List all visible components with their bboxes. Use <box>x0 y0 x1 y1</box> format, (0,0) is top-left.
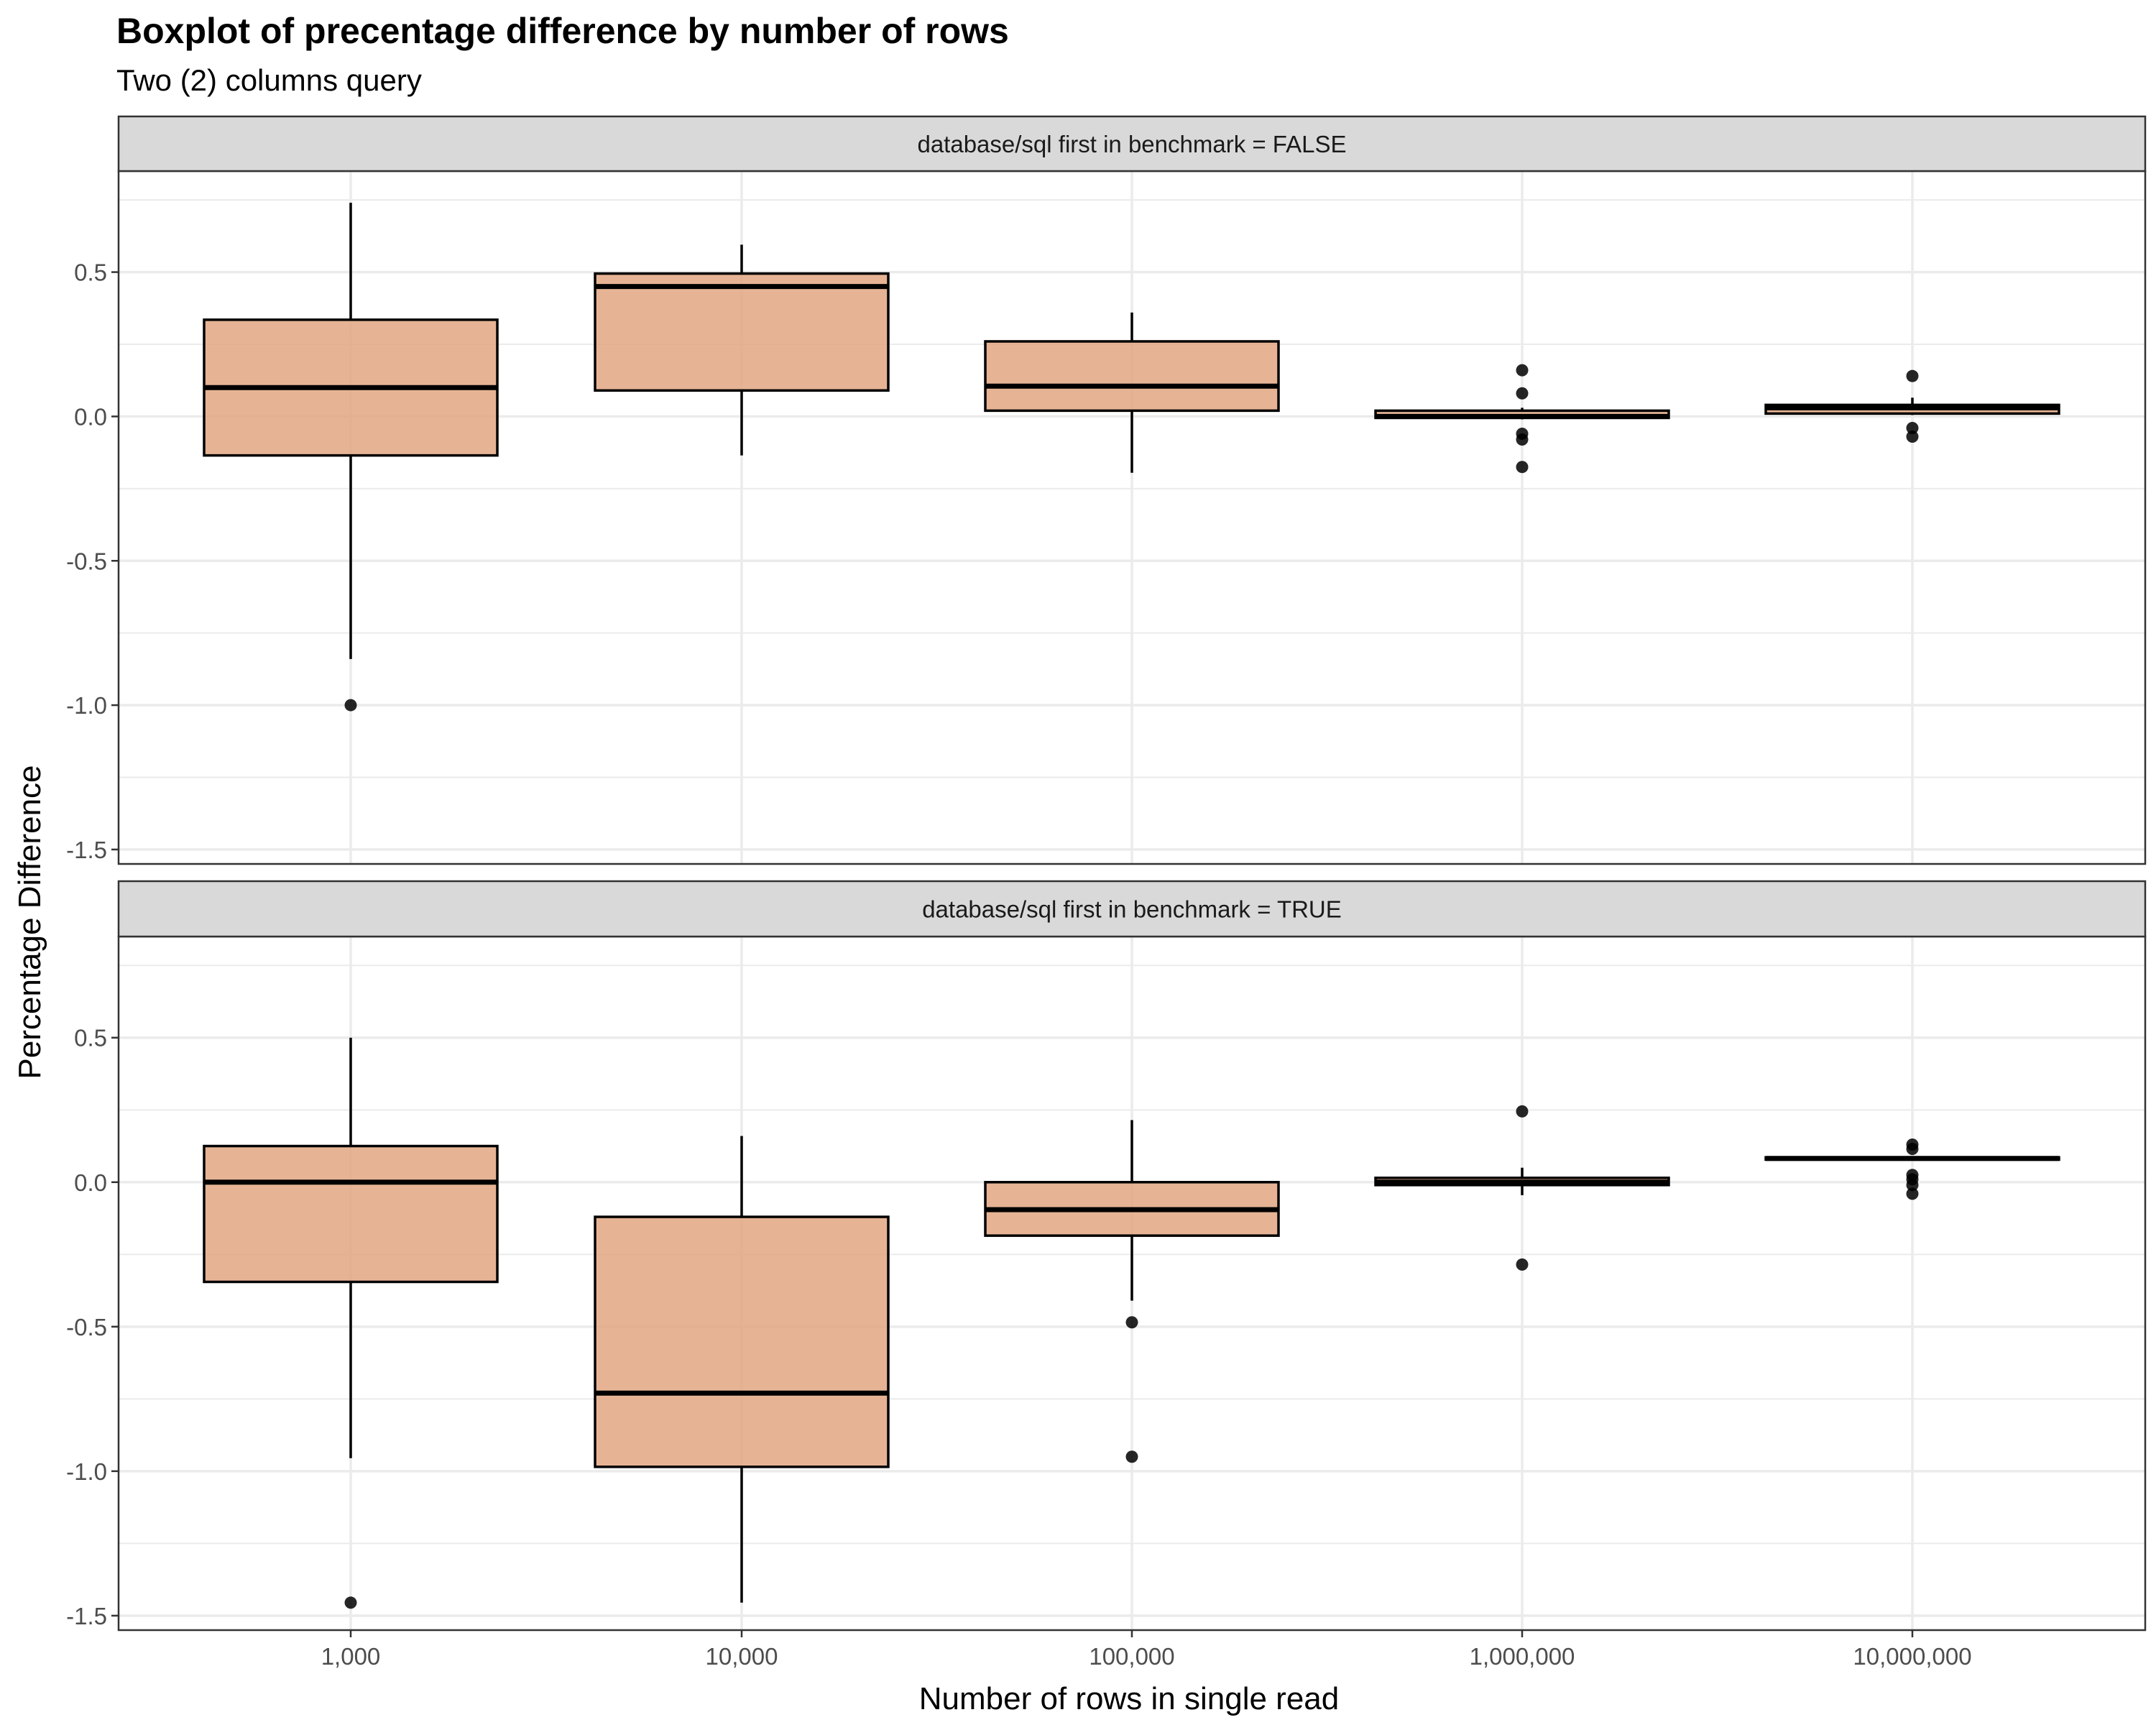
outlier-point <box>1516 1105 1529 1118</box>
facet-strip-label: database/sql first in benchmark = TRUE <box>922 896 1342 923</box>
outlier-point <box>1516 461 1529 474</box>
x-tick-label: 10,000,000 <box>1853 1643 1971 1670</box>
y-tick-label: -1.5 <box>66 837 107 863</box>
outlier-point <box>1516 433 1529 446</box>
outlier-point <box>1516 1258 1529 1271</box>
box-iqr <box>203 1144 499 1284</box>
y-tick-label: -0.5 <box>66 548 107 574</box>
outlier-point <box>1516 387 1529 400</box>
x-tick-label: 10,000 <box>706 1643 778 1670</box>
outlier-point <box>1906 1143 1919 1156</box>
x-tick-label: 100,000 <box>1089 1643 1174 1670</box>
y-tick-label: 0.5 <box>74 259 107 286</box>
chart-title: Boxplot of precentage difference by numb… <box>116 11 1009 51</box>
outlier-point <box>1125 1450 1138 1463</box>
outlier-point <box>1906 1179 1919 1192</box>
outlier-point <box>1906 421 1919 434</box>
y-tick-label: -1.0 <box>66 1458 107 1485</box>
x-axis-title: Number of rows in single read <box>919 1681 1339 1716</box>
outlier-point <box>1906 431 1919 443</box>
outlier-point <box>1516 364 1529 377</box>
box-iqr <box>984 340 1280 413</box>
outlier-point <box>1906 369 1919 382</box>
facet-strip-label: database/sql first in benchmark = FALSE <box>917 131 1346 157</box>
outlier-point <box>344 699 357 712</box>
y-tick-label: 0.0 <box>74 403 107 430</box>
y-tick-label: 0.0 <box>74 1169 107 1196</box>
facet-strip <box>117 115 2147 172</box>
x-tick-label: 1,000,000 <box>1470 1643 1575 1670</box>
outlier-point <box>344 1596 357 1609</box>
y-tick-label: -0.5 <box>66 1314 107 1340</box>
y-axis-title: Percentage Difference <box>12 765 47 1079</box>
outlier-point <box>1906 1187 1919 1200</box>
x-tick-label: 1,000 <box>321 1643 381 1670</box>
chart-subtitle: Two (2) columns query <box>116 63 422 97</box>
box-iqr <box>594 272 890 392</box>
y-tick-label: 0.5 <box>74 1025 107 1052</box>
y-tick-label: -1.0 <box>66 692 107 719</box>
y-tick-label: -1.5 <box>66 1603 107 1629</box>
box-iqr <box>594 1215 890 1468</box>
facet-strip <box>117 880 2147 938</box>
outlier-point <box>1125 1316 1138 1329</box>
